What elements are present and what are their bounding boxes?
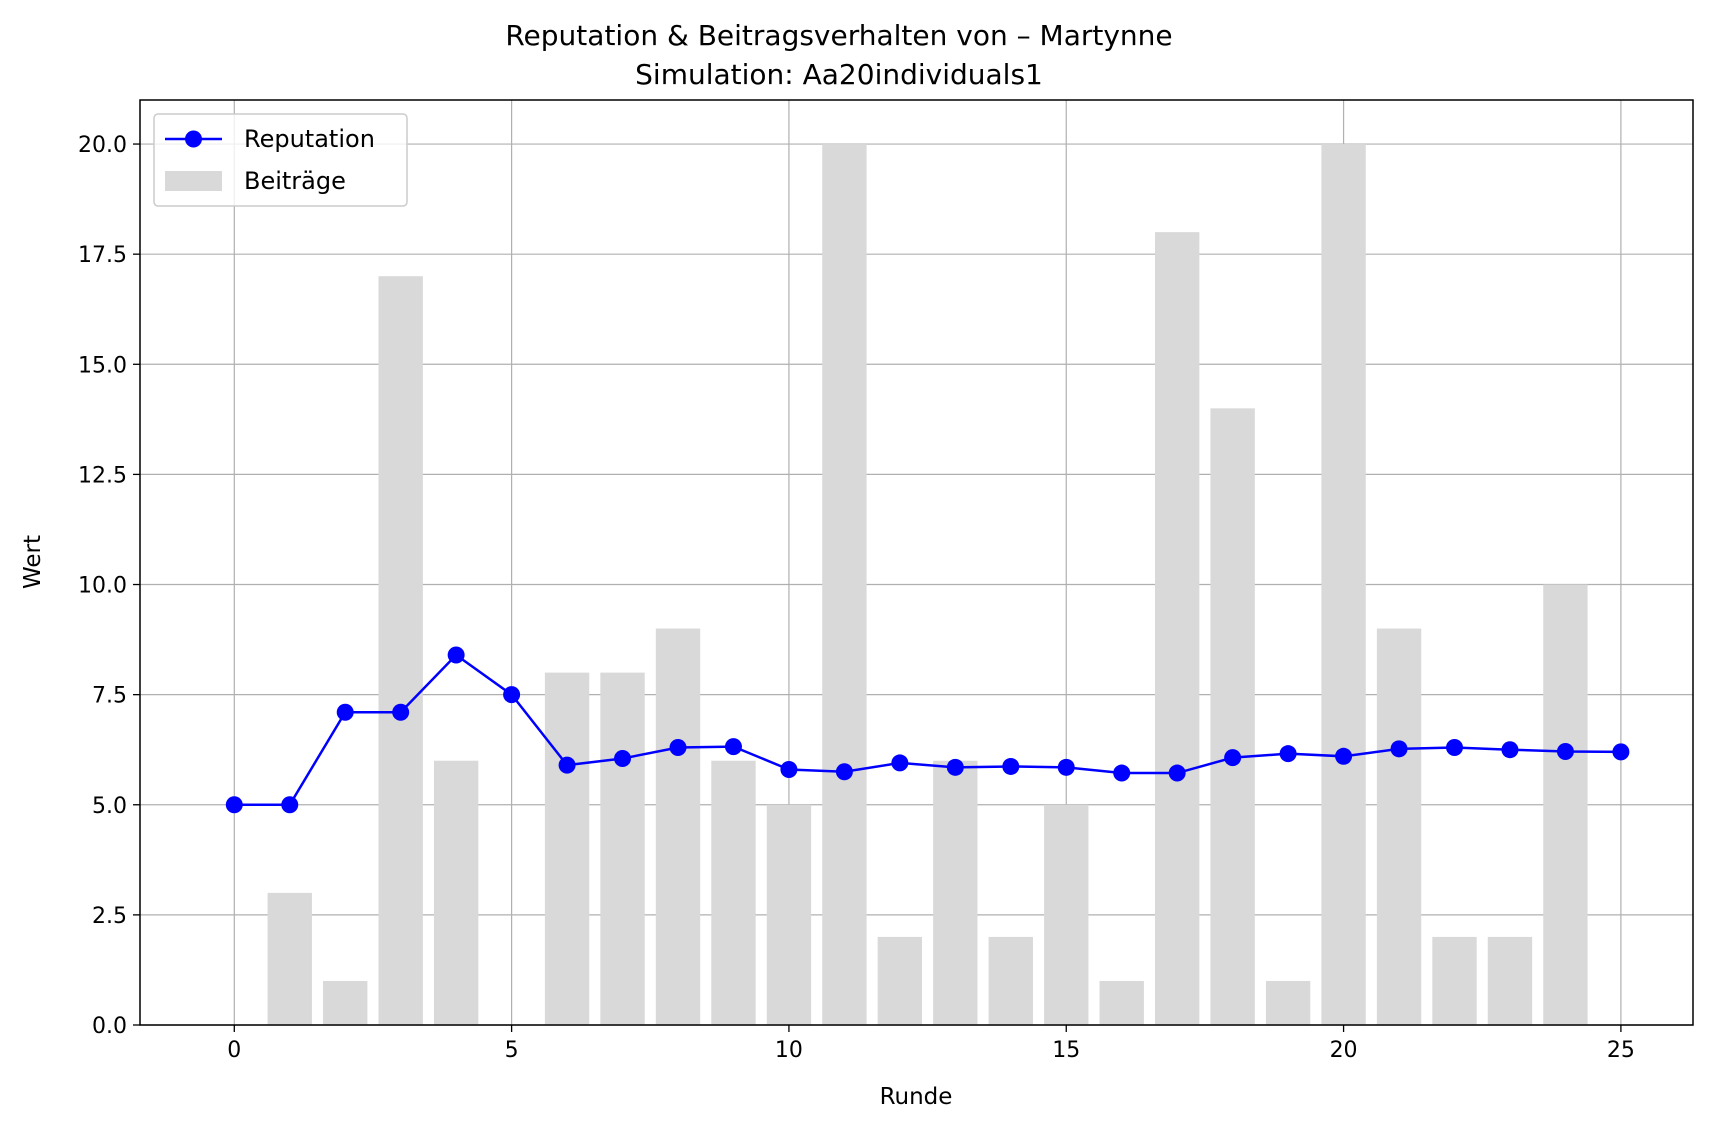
x-tick-label: 0 (227, 1038, 241, 1063)
reputation-point-18 (1224, 749, 1242, 767)
reputation-point-3 (392, 703, 410, 721)
reputation-point-5 (503, 686, 521, 704)
bar-beitraege-8 (655, 628, 701, 1025)
reputation-point-20 (1335, 747, 1353, 765)
reputation-point-19 (1279, 745, 1297, 763)
y-axis-label: Wert (20, 535, 46, 589)
y-tick-label: 20.0 (78, 133, 127, 158)
bar-beitraege-23 (1487, 936, 1533, 1025)
y-tick-label: 10.0 (78, 574, 127, 599)
bar-beitraege-18 (1210, 408, 1255, 1025)
y-tick-label: 0.0 (92, 1014, 127, 1039)
bar-beitraege-17 (1154, 232, 1200, 1026)
y-tick-label: 15.0 (78, 353, 127, 378)
bar-beitraege-3 (378, 276, 423, 1025)
reputation-point-0 (225, 796, 243, 814)
x-tick-label: 10 (775, 1038, 803, 1063)
x-axis-label: Runde (880, 1084, 953, 1110)
bar-beitraege-14 (988, 936, 1033, 1025)
reputation-line (234, 653, 1621, 807)
y-tick-label: 17.5 (78, 243, 127, 268)
reputation-point-9 (724, 738, 742, 756)
reputation-point-11 (835, 763, 853, 781)
bar-beitraege-7 (600, 672, 645, 1025)
y-tick-label: 2.5 (92, 904, 127, 929)
reputation-point-4 (447, 646, 465, 664)
bar-beitraege-19 (1265, 980, 1311, 1025)
bar-beitraege-1 (267, 892, 312, 1025)
bar-beitraege-2 (323, 980, 368, 1025)
bar-beitraege-15 (1044, 804, 1089, 1025)
y-tick-label: 5.0 (92, 794, 127, 819)
chart-title: Reputation & Beitragsverhalten von – Mar… (505, 19, 1172, 52)
reputation-point-2 (336, 703, 354, 721)
bar-beitraege-16 (1099, 980, 1144, 1025)
reputation-point-14 (1002, 757, 1020, 775)
bar-series-beitraege (267, 144, 1588, 1026)
y-tick-label: 7.5 (92, 684, 127, 709)
bar-beitraege-20 (1321, 144, 1366, 1026)
legend-bar-swatch (165, 171, 222, 191)
legend-marker-swatch (185, 130, 202, 148)
reputation-point-6 (558, 756, 576, 774)
reputation-point-23 (1501, 741, 1519, 759)
reputation-point-12 (891, 754, 909, 772)
bar-beitraege-13 (933, 760, 978, 1025)
bar-beitraege-22 (1432, 936, 1477, 1025)
bar-beitraege-10 (766, 804, 812, 1025)
reputation-point-24 (1556, 742, 1574, 760)
y-tick-label: 12.5 (78, 463, 127, 488)
reputation-point-10 (780, 761, 798, 779)
x-tick-label: 5 (505, 1038, 519, 1063)
x-tick-label: 15 (1052, 1038, 1080, 1063)
reputation-point-25 (1612, 743, 1630, 761)
bar-beitraege-21 (1376, 628, 1422, 1025)
legend: Reputation Beiträge (153, 113, 408, 207)
plot-frame (139, 99, 1694, 1026)
chart-subtitle: Simulation: Aa20individuals1 (635, 58, 1043, 91)
reputation-point-15 (1057, 758, 1075, 776)
reputation-point-13 (946, 758, 964, 776)
line-series-reputation (225, 646, 1630, 814)
x-tick-label: 20 (1330, 1038, 1358, 1063)
bar-beitraege-9 (711, 760, 756, 1025)
reputation-point-17 (1168, 764, 1186, 782)
reputation-point-22 (1446, 739, 1464, 756)
bar-beitraege-11 (822, 144, 867, 1026)
bar-beitraege-4 (433, 760, 479, 1025)
reputation-point-16 (1113, 764, 1131, 782)
y-axis-ticks: 0.0 2.5 5.0 7.5 10.0 12.5 15.0 17.5 20.0 (78, 133, 140, 1039)
bar-beitraege-6 (544, 672, 590, 1025)
x-tick-label: 25 (1607, 1038, 1635, 1063)
x-axis-ticks: 0 5 10 15 20 25 (227, 1025, 1635, 1063)
reputation-point-1 (281, 796, 299, 814)
legend-label-beitraege: Beiträge (244, 167, 346, 195)
bar-beitraege-24 (1543, 584, 1588, 1025)
bar-beitraege-12 (877, 936, 923, 1025)
legend-label-reputation: Reputation (244, 125, 375, 153)
reputation-point-7 (614, 750, 632, 768)
reputation-point-21 (1390, 740, 1408, 758)
reputation-point-8 (669, 739, 687, 756)
